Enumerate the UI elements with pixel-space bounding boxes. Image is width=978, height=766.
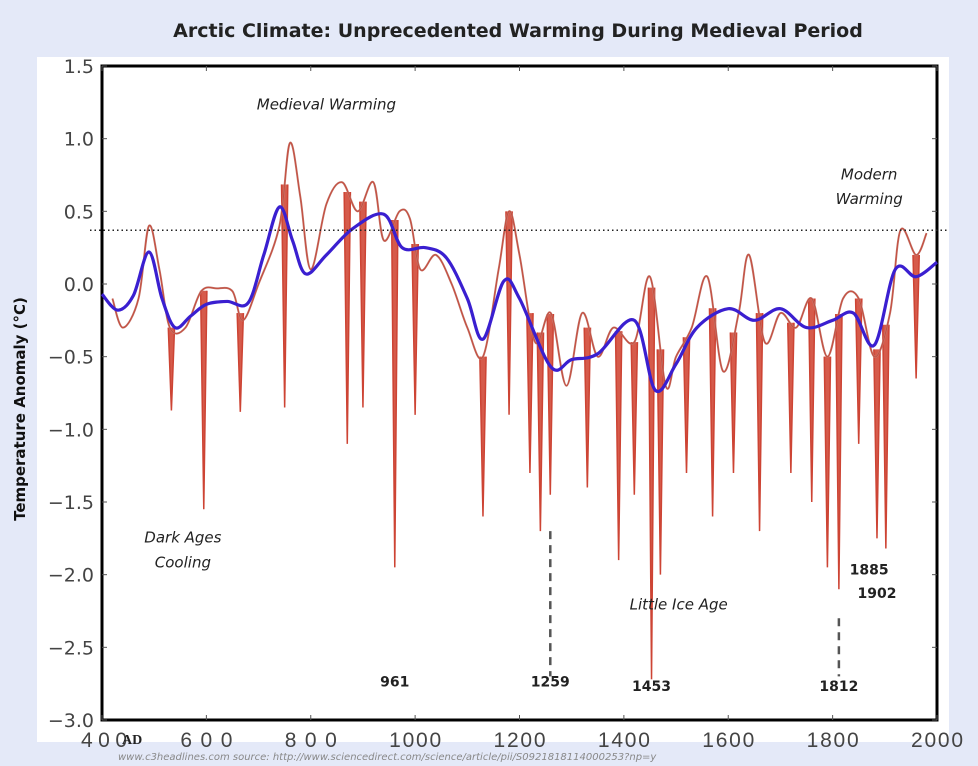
x-tick-suffix: AD — [122, 733, 142, 748]
x-tick-label: 400 — [81, 729, 127, 752]
annual-spike — [755, 313, 764, 532]
annual-spike — [881, 324, 890, 549]
y-tick-label: −1.5 — [48, 492, 94, 514]
annual-spike — [167, 327, 176, 411]
annotation-label: Little Ice Age — [630, 596, 728, 614]
annual-spike — [708, 308, 717, 517]
y-tick-label: −3.0 — [48, 710, 94, 732]
year-label: 1812 — [819, 679, 858, 695]
annual-spike — [583, 327, 592, 488]
annual-spike — [807, 298, 816, 503]
annual-spike — [505, 211, 513, 415]
annual-spike — [835, 314, 843, 590]
annual-spike — [236, 313, 245, 412]
year-label: 961 — [380, 675, 409, 691]
smoothed-series-line — [100, 205, 938, 394]
year-label: 1259 — [531, 675, 570, 691]
x-tick-label: 600 — [180, 729, 232, 752]
annual-spike — [656, 349, 665, 575]
annotation-label: Dark Ages — [144, 529, 221, 547]
annual-spike — [786, 322, 795, 473]
annual-spike — [614, 331, 623, 561]
annotation-label: Warming — [836, 190, 903, 208]
annual-spike — [280, 184, 289, 408]
year-label: 1453 — [632, 679, 671, 695]
annual-spike — [823, 356, 832, 568]
x-tick-label: 1600 — [702, 729, 754, 752]
annual-spike — [729, 332, 738, 473]
x-tick-label: 800 — [285, 729, 337, 752]
annual-spike — [479, 356, 487, 517]
annotation-label: Cooling — [155, 553, 211, 571]
annual-envelope-line — [111, 141, 928, 390]
annual-spike — [630, 342, 639, 495]
chart-panel — [37, 57, 949, 742]
y-tick-label: 0.5 — [64, 201, 94, 223]
x-tick-label: 1200 — [494, 729, 546, 752]
annual-spike — [536, 332, 545, 532]
y-tick-label: −0.5 — [48, 347, 94, 369]
annual-spike — [526, 313, 534, 473]
year-label: 1885 — [850, 563, 889, 579]
y-tick-label: 0.0 — [64, 274, 94, 296]
annotation-label: Medieval Warming — [257, 96, 396, 114]
x-tick-label: 1800 — [807, 729, 859, 752]
y-tick-label: −2.5 — [48, 637, 94, 659]
annual-spike — [343, 191, 352, 444]
x-tick-label: 1400 — [598, 729, 650, 752]
annual-series-line — [111, 142, 928, 390]
annual-spike — [647, 287, 656, 680]
y-tick-label: −2.0 — [48, 565, 94, 587]
annual-spike — [411, 244, 420, 415]
annual-spike — [546, 314, 555, 495]
annual-spike — [390, 220, 399, 568]
y-tick-label: 1.5 — [64, 56, 94, 78]
y-tick-label: −1.0 — [48, 419, 94, 441]
annual-spike — [873, 349, 881, 539]
x-tick-label: 2000 — [911, 729, 963, 752]
annual-spike — [682, 337, 691, 473]
annual-spike — [912, 254, 921, 379]
annual-spike — [854, 298, 863, 444]
year-label: 1902 — [858, 586, 897, 602]
source-note: www.c3headlines.com source: http://www.s… — [118, 752, 657, 763]
y-tick-label: 1.0 — [64, 129, 94, 151]
annual-spike — [199, 290, 208, 510]
annotation-label: Modern — [841, 165, 898, 183]
x-tick-label: 1000 — [389, 729, 441, 752]
chart-title: Arctic Climate: Unprecedented Warming Du… — [173, 20, 863, 42]
annual-spike — [359, 201, 367, 408]
